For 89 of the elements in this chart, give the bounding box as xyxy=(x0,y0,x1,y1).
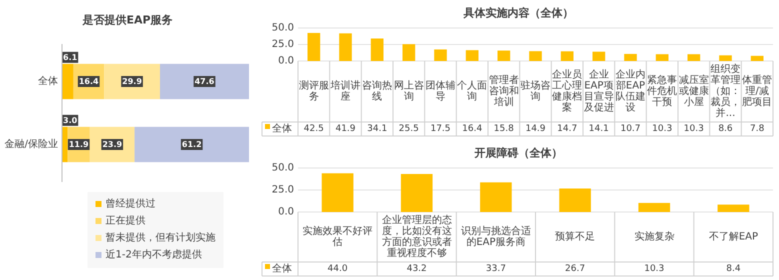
bar xyxy=(498,50,510,61)
data-label: 10.3 xyxy=(652,124,672,134)
x-tick-label: 体重管理/减肥项目 xyxy=(742,74,772,108)
bar xyxy=(402,44,416,61)
legend-label: 曾经提供过 xyxy=(106,198,156,210)
bar xyxy=(592,52,606,61)
bar xyxy=(718,204,750,212)
data-label: 10.3 xyxy=(644,264,664,274)
bar xyxy=(370,38,384,61)
bar xyxy=(62,64,74,100)
data-label: 26.7 xyxy=(565,264,586,274)
data-label: 34.1 xyxy=(367,124,388,134)
bar xyxy=(638,202,670,212)
bar xyxy=(560,51,574,61)
data-label: 14.7 xyxy=(557,124,578,134)
x-tick-label: 不了解EAP xyxy=(708,232,758,242)
bar xyxy=(750,56,764,61)
legend-label: 暂未提供，但有计划实施 xyxy=(106,232,216,244)
data-label: 61.2 xyxy=(182,140,202,149)
x-tick-label: 测评服务 xyxy=(298,80,329,102)
data-label: 15.8 xyxy=(494,124,514,134)
y-tick-label: 0.0 xyxy=(278,206,294,218)
bar xyxy=(656,54,668,61)
x-tick-label: 减压室或健康小屋 xyxy=(678,74,709,108)
data-label: 17.5 xyxy=(430,124,451,134)
data-label: 16.4 xyxy=(462,124,482,134)
x-tick-label: 企业管理层的态度，比如没有这方面的意识或者重视程度不够 xyxy=(382,214,452,259)
x-tick-label: 实施复杂 xyxy=(634,230,674,242)
data-label: 8.6 xyxy=(718,124,733,134)
x-tick-label: 实施效果不好评估 xyxy=(302,225,373,248)
data-label: 43.2 xyxy=(406,264,427,274)
x-tick-label: 培训讲座 xyxy=(330,80,360,102)
y-tick-label: 金融/保险业 xyxy=(4,138,58,150)
x-tick-label: 企业内部EAP队伍建设 xyxy=(616,68,646,114)
data-label: 44.0 xyxy=(328,264,348,274)
legend-label: 正在提供 xyxy=(106,214,146,226)
bar xyxy=(688,54,700,61)
x-tick-label: 组织变革管理（如：裁员，并... xyxy=(710,63,740,119)
data-label: 10.7 xyxy=(620,124,641,134)
bar xyxy=(322,173,354,212)
y-tick-label: 50.0 xyxy=(272,162,294,174)
data-label: 8.4 xyxy=(726,264,741,274)
x-tick-label: 驻场咨询 xyxy=(520,80,550,102)
data-label: 14.9 xyxy=(525,124,546,134)
y-tick-label: 0.0 xyxy=(278,56,294,66)
x-tick-label: 预算不足 xyxy=(555,230,596,242)
data-label: 3.0 xyxy=(63,116,78,125)
data-label: 41.9 xyxy=(335,124,356,134)
x-tick-label: 团体辅导 xyxy=(426,80,456,102)
bar xyxy=(134,126,249,162)
bar xyxy=(480,182,512,212)
x-tick-label: 企业EAP项目宣导及促进 xyxy=(584,68,614,114)
x-tick-label: 咨询热线 xyxy=(362,80,392,102)
data-label: 14.1 xyxy=(588,124,609,134)
x-tick-label: 识别与挑选合适的EAP服务商 xyxy=(460,225,531,248)
data-label: 6.1 xyxy=(63,52,78,62)
x-tick-label: 个人面询 xyxy=(457,80,488,102)
chart-title: 具体实施内容（全体） xyxy=(462,6,574,20)
bar xyxy=(339,33,352,61)
data-label: 33.7 xyxy=(486,264,506,274)
data-label: 29.9 xyxy=(122,77,142,86)
bar xyxy=(104,64,160,100)
legend-label: 近1-2年内不考虑提供 xyxy=(106,248,202,260)
bar xyxy=(559,188,591,212)
data-label: 10.3 xyxy=(684,124,704,134)
chart-title: 是否提供EAP服务 xyxy=(81,14,173,26)
data-label: 7.8 xyxy=(750,124,765,134)
x-tick-label: 管理者咨询和培训 xyxy=(488,74,519,108)
bar xyxy=(434,49,447,61)
y-tick-label: 25.0 xyxy=(272,39,294,50)
data-label: 23.9 xyxy=(102,140,123,149)
bar xyxy=(529,51,542,61)
bar xyxy=(466,50,478,61)
bar xyxy=(624,54,637,61)
x-tick-label: 紧急事件危机干预 xyxy=(647,74,678,108)
x-tick-label: 网上咨询 xyxy=(394,80,424,102)
chart-title: 开展障碍（全体） xyxy=(474,146,562,160)
x-tick-label: 企业员工心理健康档案 xyxy=(552,68,582,114)
bar xyxy=(308,32,320,61)
data-label: 25.5 xyxy=(398,124,419,134)
bar xyxy=(400,174,433,212)
data-label: 11.9 xyxy=(68,140,90,149)
bar xyxy=(160,64,249,100)
data-label: 16.4 xyxy=(78,77,100,86)
y-tick-label: 50.0 xyxy=(272,22,294,34)
data-label: 47.6 xyxy=(194,77,215,86)
bar xyxy=(719,55,732,61)
y-tick-label: 25.0 xyxy=(272,184,294,196)
data-label: 42.5 xyxy=(304,124,324,134)
